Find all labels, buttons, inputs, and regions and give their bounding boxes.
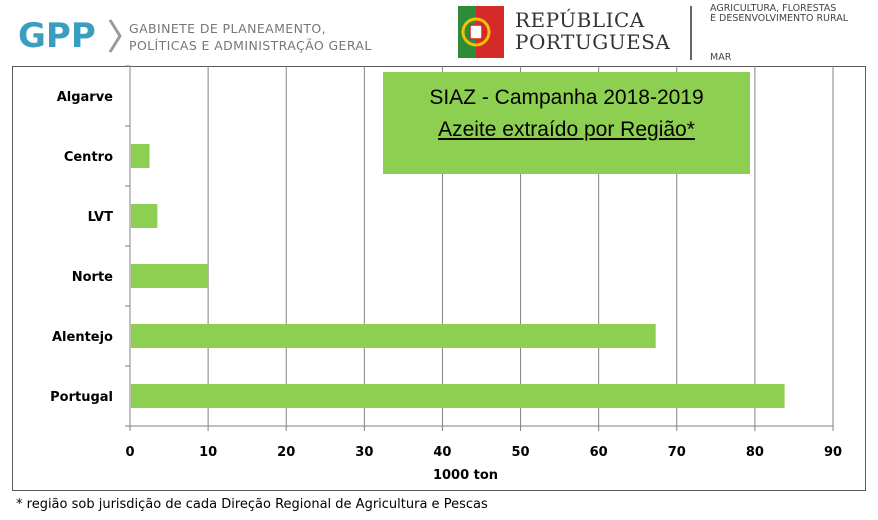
category-label: Portugal xyxy=(50,390,113,405)
page-header: GPP GABINETE DE PLANEAMENTO, POLÍTICAS E… xyxy=(0,0,878,64)
ministry-line1: AGRICULTURA, FLORESTAS xyxy=(710,3,837,14)
chart-title-box: SIAZ - Campanha 2018-2019 Azeite extraíd… xyxy=(383,72,750,174)
category-label: LVT xyxy=(88,210,114,225)
bar-centro xyxy=(131,144,150,168)
bar-norte xyxy=(131,264,209,288)
category-label: Centro xyxy=(64,150,113,165)
bar-alentejo xyxy=(131,324,656,348)
x-tick-label: 20 xyxy=(277,445,295,460)
gpp-name-line2: POLÍTICAS E ADMINISTRAÇÃO GERAL xyxy=(129,38,372,53)
category-label: Norte xyxy=(72,270,113,285)
gpp-name-line1: GABINETE DE PLANEAMENTO, xyxy=(129,21,326,36)
x-tick-label: 10 xyxy=(199,445,217,460)
x-tick-label: 30 xyxy=(355,445,373,460)
ministry-line2: E DESENVOLVIMENTO RURAL xyxy=(710,13,849,24)
chart-frame xyxy=(12,66,866,491)
republica-portuguesa: REPÚBLICA PORTUGUESA xyxy=(515,9,670,53)
republic-emblem-icon xyxy=(458,6,504,58)
x-tick-label: 70 xyxy=(668,445,686,460)
header-separator xyxy=(690,6,692,60)
chart-subtitle: Azeite extraído por Região* xyxy=(438,118,695,141)
chart-title: SIAZ - Campanha 2018-2019 xyxy=(429,86,704,109)
x-tick-label: 40 xyxy=(433,445,451,460)
rp-line2: PORTUGUESA xyxy=(515,30,671,54)
chevron-right-icon xyxy=(108,19,122,53)
bar-portugal xyxy=(131,384,785,408)
x-tick-label: 0 xyxy=(125,445,134,460)
footnote: * região sob jurisdição de cada Direção … xyxy=(16,497,488,512)
ministry-name: AGRICULTURA, FLORESTAS E DESENVOLVIMENTO… xyxy=(710,4,848,24)
x-tick-label: 50 xyxy=(512,445,530,460)
bar-lvt xyxy=(131,204,158,228)
x-axis-label: 1000 ton xyxy=(433,468,498,483)
category-label: Algarve xyxy=(57,90,113,105)
x-tick-label: 90 xyxy=(824,445,842,460)
rp-line1: REPÚBLICA xyxy=(515,8,645,32)
x-tick-label: 60 xyxy=(590,445,608,460)
gpp-logo: GPP xyxy=(18,16,96,56)
category-label: Alentejo xyxy=(52,330,113,345)
ministry-sub: MAR xyxy=(710,52,732,63)
x-tick-label: 80 xyxy=(746,445,764,460)
gpp-name: GABINETE DE PLANEAMENTO, POLÍTICAS E ADM… xyxy=(129,20,372,54)
